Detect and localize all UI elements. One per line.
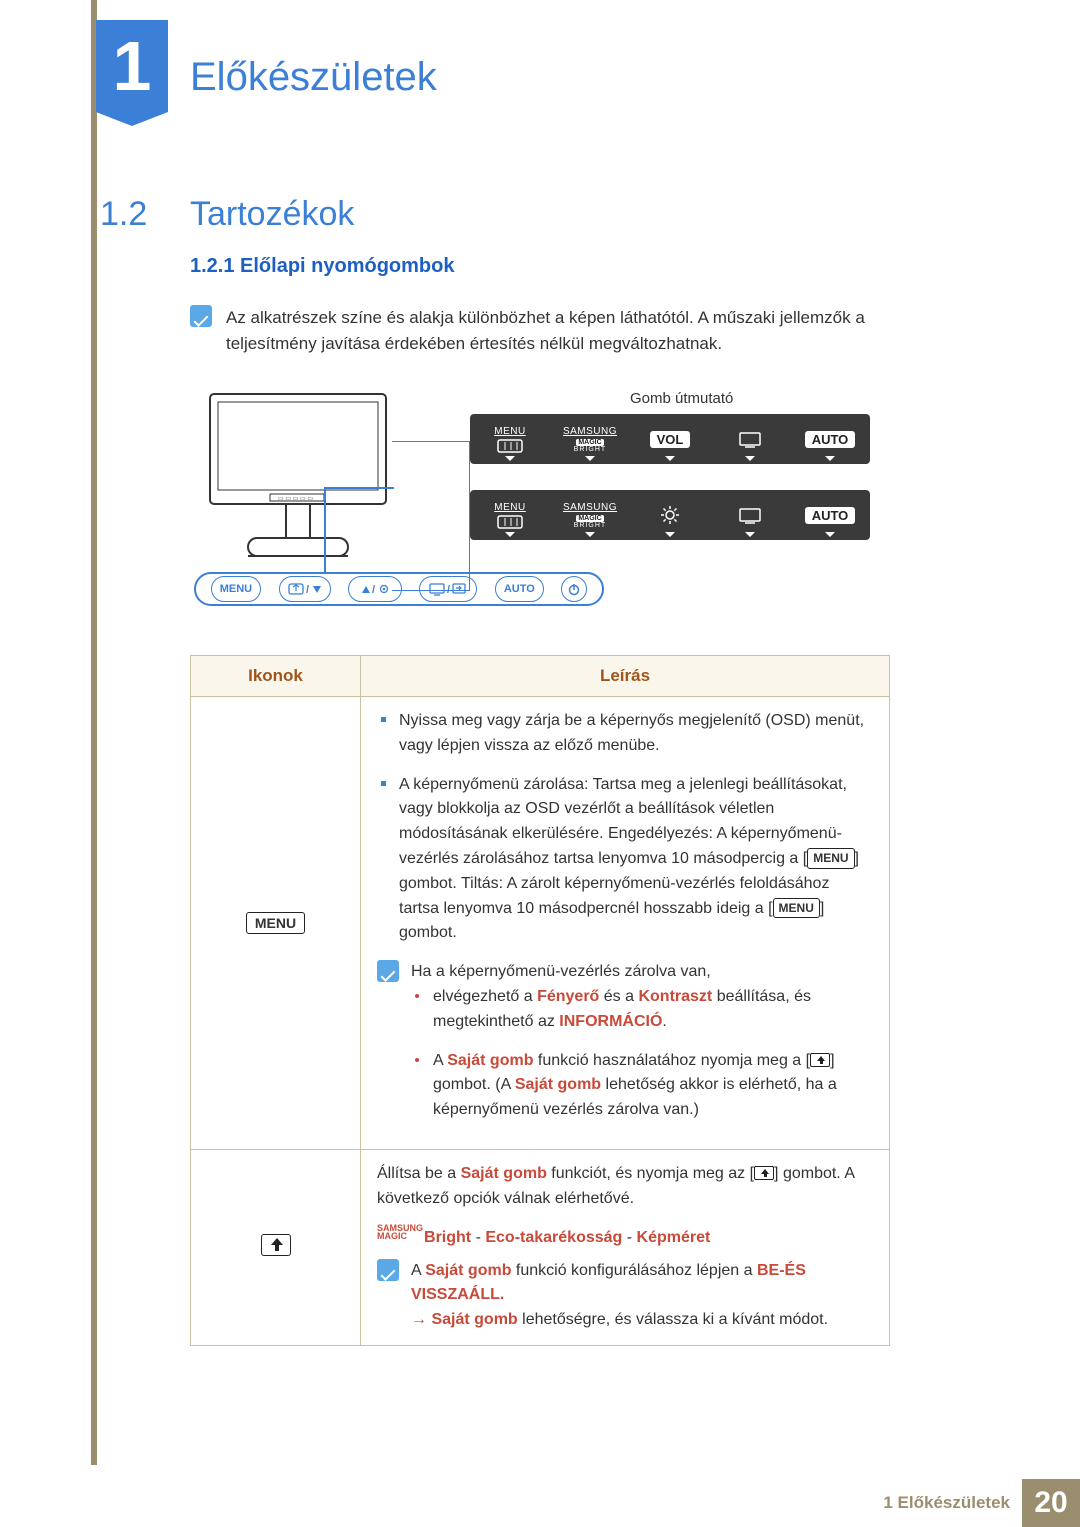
monitor-illustration: ▭ ▭ ▭ ▭ ▭ [208,392,388,577]
source-enter-button-icon: / [419,576,477,602]
desc-cell-menu: Nyissa meg vagy zárja be a képernyős meg… [361,697,890,1150]
footer-text: 1 Előkészületek [883,1493,1022,1513]
physical-button-row: MENU / / / AUTO [194,572,604,606]
desc-cell-custom: Állítsa be a Saját gomb funkciót, és nyo… [361,1149,890,1345]
osd-auto-label: AUTO [805,507,856,524]
diagram-connector [324,487,394,489]
section-number: 1.2 [100,195,147,234]
note-icon [377,1259,399,1281]
power-button-icon [561,576,587,602]
section-title: Tartozékok [190,195,354,234]
svg-text:/: / [372,584,375,596]
custom-key-icon [810,1053,830,1067]
osd-samsung-label: SAMSUNG [563,426,617,437]
icon-cell-menu: MENU [191,697,361,1150]
osd-menu-label: MENU [494,426,525,437]
osd-bar-1: MENU SAMSUNG MAGICBRIGHT VOL AUTO [470,414,870,464]
osd-icon [497,439,523,453]
button-diagram: ▭ ▭ ▭ ▭ ▭ Gomb útmutató MENU SAMSUNG MAG… [190,384,870,609]
table-row: Állítsa be a Saját gomb funkciót, és nyo… [191,1149,890,1345]
list-item: A képernyőmenü zárolása: Tartsa meg a je… [377,773,873,947]
note-text: Az alkatrészek színe és alakja különbözh… [226,305,890,356]
custom-key-icon [261,1234,291,1256]
osd-vol-label: VOL [650,431,691,448]
table-header-desc: Leírás [361,656,890,697]
guide-label: Gomb útmutató [630,390,733,407]
list-item: Nyissa meg vagy zárja be a képernyős meg… [377,709,873,759]
osd-icon [497,515,523,529]
note-inline: A Saját gomb funkció konfigurálásához lé… [377,1259,873,1333]
osd-magic-bright: MAGICBRIGHT [574,439,606,453]
icon-cell-custom [191,1149,361,1345]
osd-samsung-label: SAMSUNG [563,502,617,513]
custom-key-icon [754,1166,774,1180]
chapter-title: Előkészületek [190,55,437,100]
options-line: SAMSUNGMAGICBright - Eco-takarékosság - … [377,1224,873,1247]
osd-auto-label: AUTO [805,431,856,448]
auto-button-icon: AUTO [495,576,544,602]
table-header-icons: Ikonok [191,656,361,697]
svg-text:/: / [447,584,450,596]
osd-menu-label: MENU [494,502,525,513]
note-icon [190,305,212,327]
up-bright-button-icon: / [348,576,402,602]
footer-page-number: 20 [1022,1479,1080,1527]
osd-magic-bright: MAGICBRIGHT [574,515,606,529]
subsection-title: 1.2.1 Előlapi nyomógombok [190,255,455,278]
diagram-connector [392,441,470,591]
side-stripe [91,0,97,1465]
note-row: Az alkatrészek színe és alakja különbözh… [190,305,890,356]
table-row: MENU Nyissa meg vagy zárja be a képernyő… [191,697,890,1150]
svg-text:▭ ▭ ▭ ▭ ▭: ▭ ▭ ▭ ▭ ▭ [278,496,313,502]
brightness-icon [660,505,680,525]
function-table: Ikonok Leírás MENU Nyissa meg vagy zárja… [190,655,890,1346]
svg-text:/: / [306,584,309,596]
note-icon [377,960,399,982]
custom-down-button-icon: / [279,576,331,602]
list-item: elvégezhető a Fényerő és a Kontraszt beá… [411,985,873,1035]
list-item: A Saját gomb funkció használatához nyomj… [411,1049,873,1123]
note-inline: Ha a képernyőmenü-vezérlés zárolva van, … [377,960,873,1137]
diagram-connector [324,487,326,572]
footer: 1 Előkészületek 20 [0,1479,1080,1527]
note-lead: Ha a képernyőmenü-vezérlés zárolva van, [411,960,873,985]
osd-bar-2: MENU SAMSUNG MAGICBRIGHT AUTO [470,490,870,540]
source-icon [738,506,762,524]
source-icon [738,430,762,448]
chapter-number-badge: 1 [96,20,168,112]
menu-button-icon: MENU [211,576,261,602]
